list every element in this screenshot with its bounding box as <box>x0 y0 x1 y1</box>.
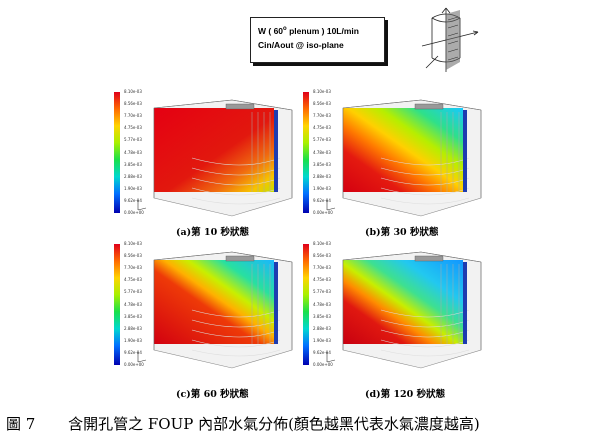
header-flow-condition: W ( 60o plenum ) 10L/min <box>258 22 384 38</box>
scale-tick-label: 8.56e-03 <box>313 253 331 259</box>
scale-tick-label: 7.70e-03 <box>124 113 142 119</box>
scale-tick-label: 3.85e-03 <box>124 161 142 167</box>
panel-d: 8.10e-03 8.56e-03 7.70e-03 4.75e-03 5.77e-03… <box>303 241 503 400</box>
contour-plot-d <box>326 251 482 369</box>
iso-plane-shape <box>446 10 460 70</box>
scale-tick-label: 7.70e-03 <box>313 113 331 119</box>
scale-tick-label: 0.00e+00 <box>313 362 333 367</box>
scale-tick-label: 2.88e-03 <box>313 325 331 331</box>
scale-tick-label: 3.85e-03 <box>313 313 331 319</box>
scale-tick-label: 0.00e+00 <box>124 362 144 367</box>
color-scale-bar <box>114 244 120 365</box>
figure-number: 圖 7 <box>6 415 36 433</box>
scale-tick-label: 3.85e-03 <box>124 313 142 319</box>
scale-tick-label: 4.75e-03 <box>124 277 142 283</box>
figure-caption: 圖 7 含開孔管之 FOUP 內部水氣分佈(顏色越黑代表水氣濃度越高) <box>6 413 606 434</box>
panel-caption-a: (a)第 10 秒狀態 <box>176 227 249 238</box>
scale-tick-label: 8.10e-03 <box>124 89 142 94</box>
scale-tick-label: 0.00e+00 <box>313 210 333 215</box>
legend-header-box: W ( 60o plenum ) 10L/min Cin/Aout @ iso-… <box>250 17 385 63</box>
header-iso-plane: Cin/Aout @ iso-plane <box>258 39 344 50</box>
color-scale-bar <box>303 92 309 213</box>
orientation-diagram <box>421 7 479 72</box>
scale-tick-label: 9.62e-04 <box>313 197 331 203</box>
scale-tick-label: 9.62e-04 <box>124 349 142 355</box>
scale-tick-label: 4.75e-03 <box>124 125 142 131</box>
header-degree-sup: o <box>283 26 287 32</box>
scale-tick-label: 9.62e-04 <box>124 197 142 203</box>
scale-tick-label: 4.78e-03 <box>124 301 142 307</box>
scale-tick-label: 7.70e-03 <box>313 265 331 271</box>
scale-tick-label: 5.77e-03 <box>124 137 142 143</box>
header-flow-prefix: W ( 60 <box>258 25 284 36</box>
panel-caption-b: (b)第 30 秒狀態 <box>365 227 439 238</box>
scale-tick-label: 5.77e-03 <box>124 289 142 295</box>
color-scale-bar <box>114 92 120 213</box>
scale-tick-label: 4.78e-03 <box>124 149 142 155</box>
scale-tick-label: 5.77e-03 <box>313 137 331 143</box>
scale-tick-label: 9.62e-04 <box>313 349 331 355</box>
panel-c: 8.10e-03 8.56e-03 7.70e-03 4.75e-03 5.77e-03… <box>114 241 314 400</box>
scale-tick-label: 7.70e-03 <box>124 265 142 271</box>
panel-caption-d: (d)第 120 秒狀態 <box>365 389 446 400</box>
panel-a: 8.10e-03 8.56e-03 7.70e-03 4.75e-03 5.77e-03… <box>114 89 314 244</box>
scale-tick-label: 8.10e-03 <box>313 241 331 246</box>
scale-tick-label: 4.75e-03 <box>313 277 331 283</box>
scale-tick-label: 8.10e-03 <box>124 241 142 246</box>
color-scale-bar <box>303 244 309 365</box>
contour-plot-c <box>137 251 293 369</box>
scale-tick-label: 1.90e-03 <box>124 337 142 343</box>
contour-plot-a <box>137 99 293 217</box>
scale-tick-label: 1.90e-03 <box>313 337 331 343</box>
scale-tick-label: 5.77e-03 <box>313 289 331 295</box>
scale-tick-label: 4.78e-03 <box>313 301 331 307</box>
scale-tick-label: 4.75e-03 <box>313 125 331 131</box>
scale-tick-label: 2.88e-03 <box>124 173 142 179</box>
figure-caption-text: 含開孔管之 FOUP 內部水氣分佈(顏色越黑代表水氣濃度越高) <box>68 415 480 433</box>
header-flow-suffix: plenum ) 10L/min <box>286 25 359 36</box>
contour-plot-b <box>326 99 482 217</box>
scale-tick-label: 2.88e-03 <box>313 173 331 179</box>
scale-tick-label: 8.56e-03 <box>124 253 142 259</box>
scale-tick-label: 2.88e-03 <box>124 325 142 331</box>
scale-tick-label: 8.10e-03 <box>313 89 331 94</box>
scale-tick-label: 4.78e-03 <box>313 149 331 155</box>
scale-tick-label: 0.00e+00 <box>124 210 144 215</box>
scale-tick-label: 1.90e-03 <box>313 185 331 191</box>
scale-tick-label: 8.56e-03 <box>313 101 331 107</box>
scale-tick-label: 8.56e-03 <box>124 101 142 107</box>
panel-b: 8.10e-03 8.56e-03 7.70e-03 4.75e-03 5.77e-03… <box>303 89 503 244</box>
panel-caption-c: (c)第 60 秒狀態 <box>176 389 249 400</box>
scale-tick-label: 1.90e-03 <box>124 185 142 191</box>
scale-tick-label: 3.85e-03 <box>313 161 331 167</box>
